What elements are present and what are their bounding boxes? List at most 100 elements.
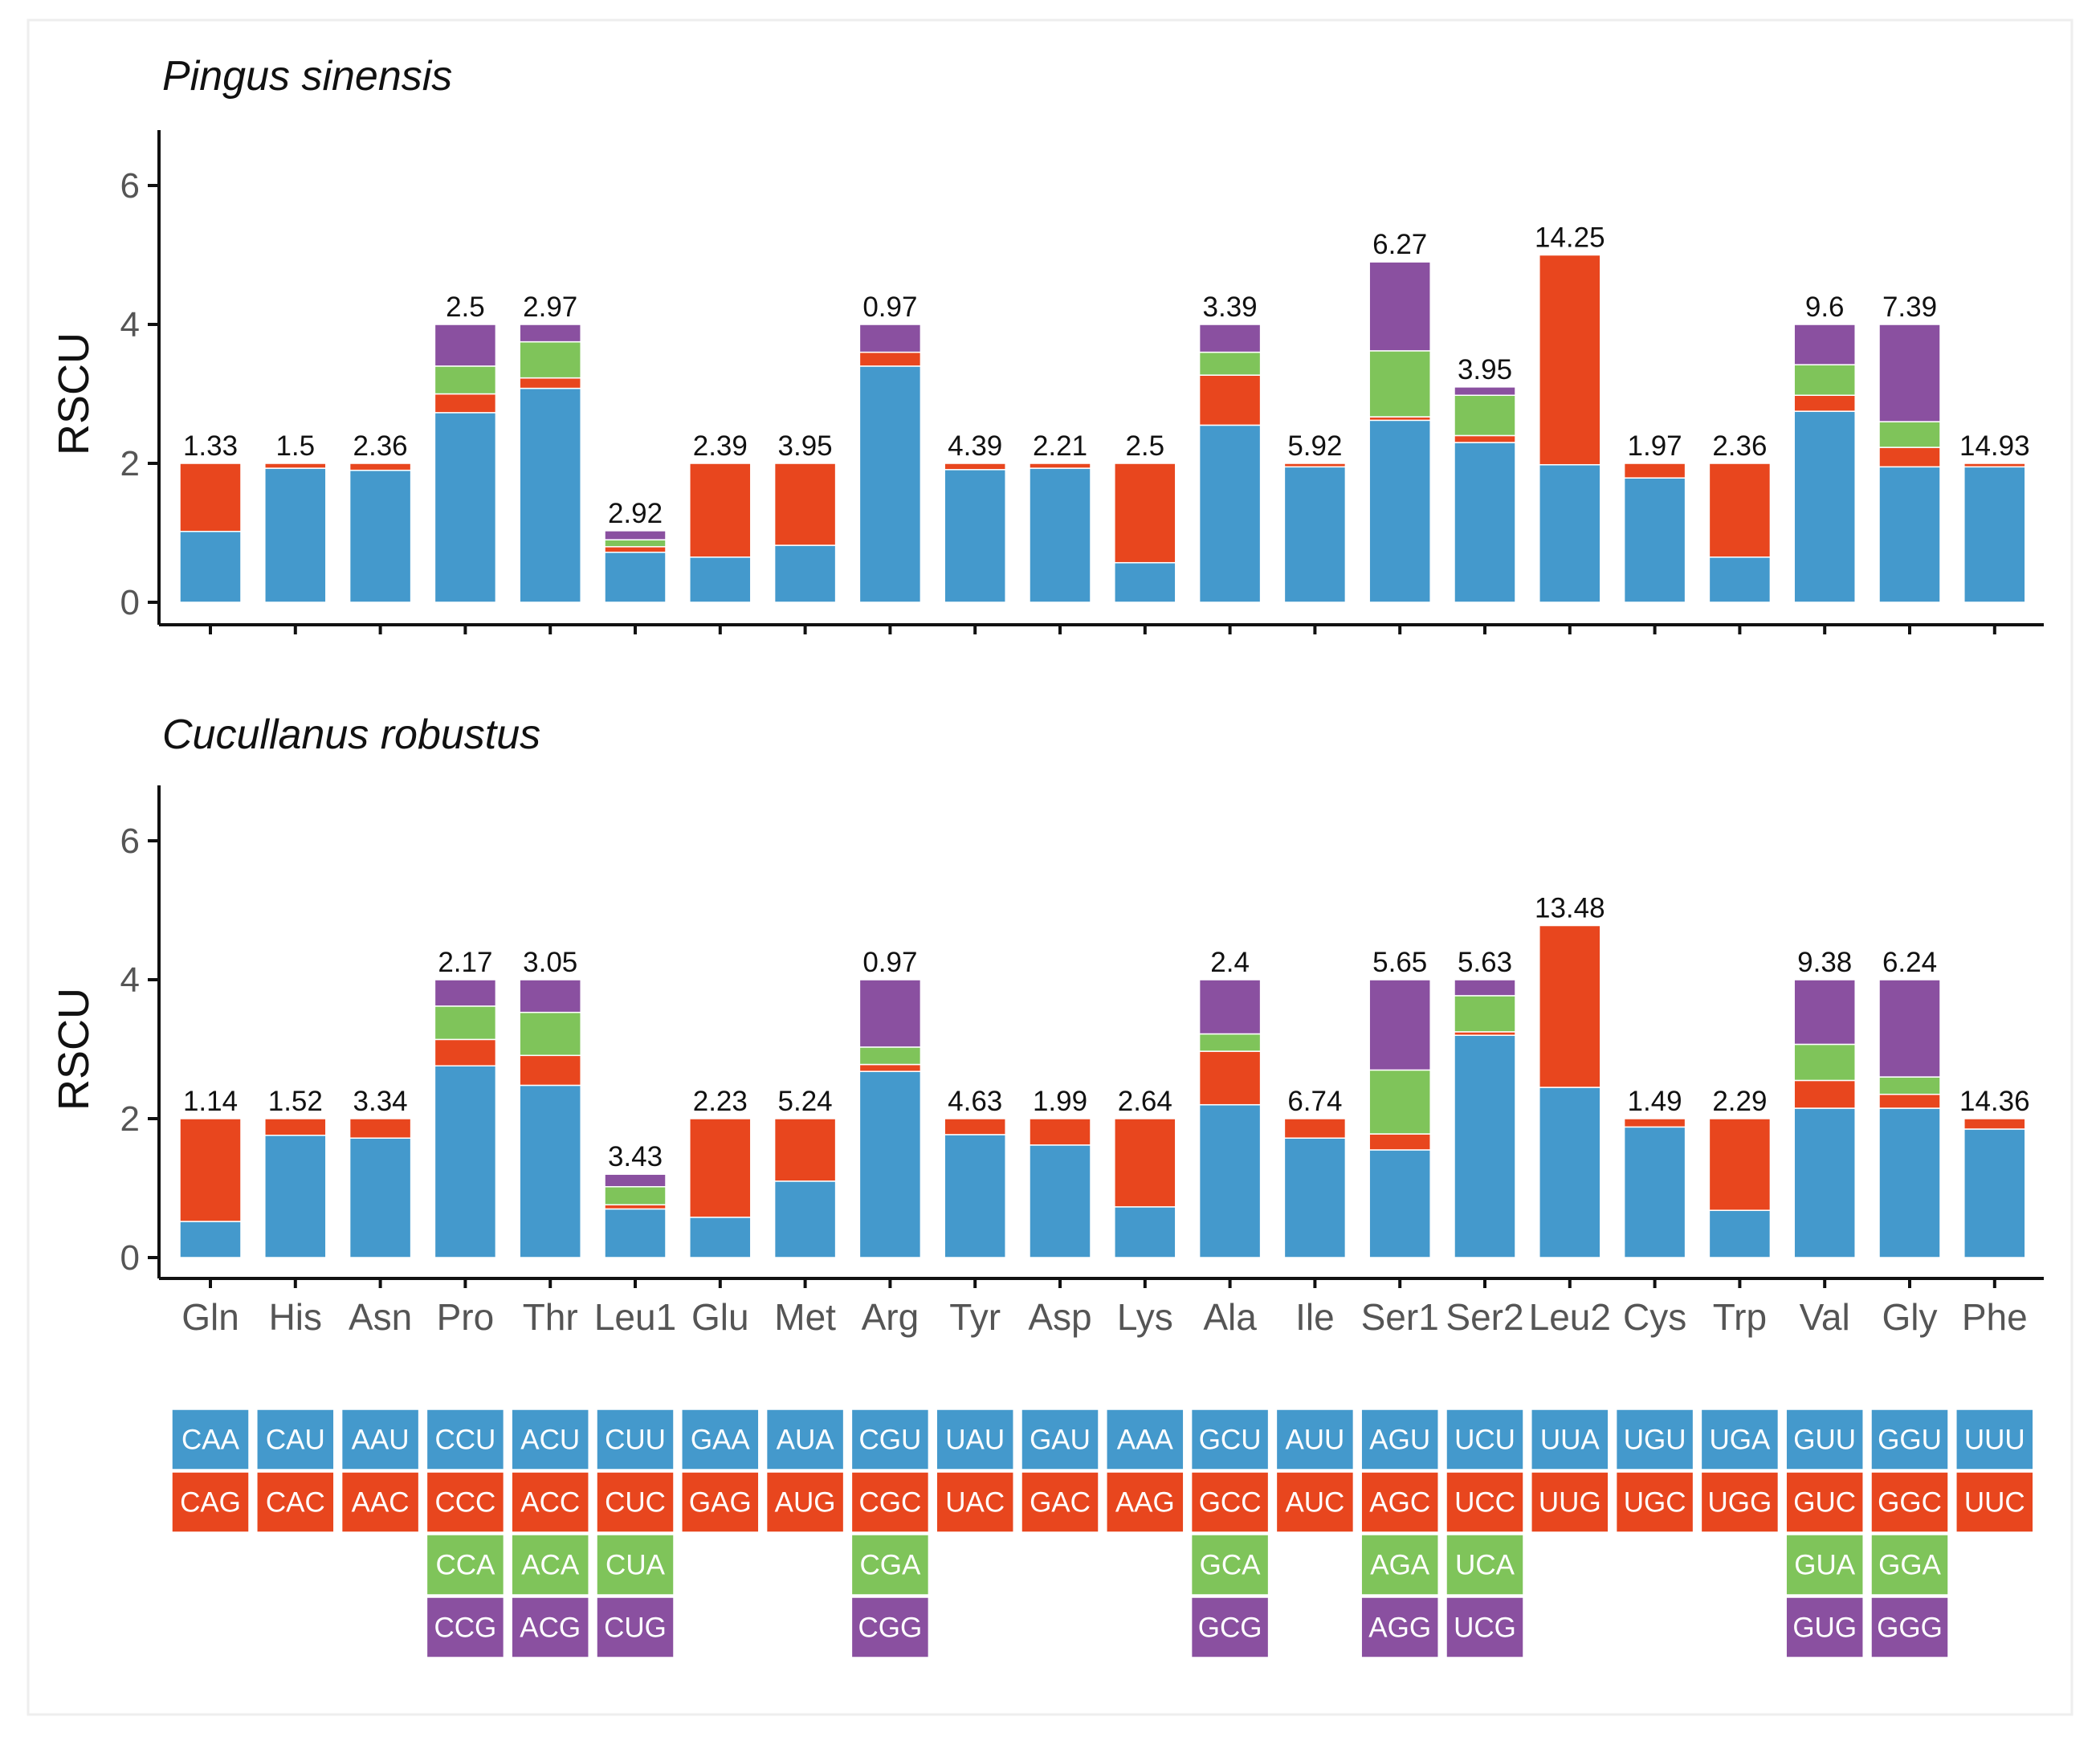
codon-box — [426, 1409, 505, 1470]
bar-segment-AAG — [1114, 463, 1176, 564]
codon-label: CGG — [858, 1613, 923, 1644]
codon-box — [1785, 1471, 1864, 1533]
bar-segment-AAC — [349, 463, 412, 471]
data-label: 6.74 — [1287, 1086, 1342, 1117]
codon-box — [1531, 1409, 1609, 1470]
bar-segment-GCC — [1198, 374, 1262, 426]
codon-label: AGC — [1369, 1487, 1430, 1519]
y-tick-label: 0 — [120, 1238, 140, 1278]
bar-segment-UUC — [1963, 1118, 2026, 1130]
bar-segment-UCG — [1454, 386, 1516, 396]
codon-box — [1870, 1534, 1949, 1596]
bar-segment-GAU — [1029, 467, 1091, 603]
codon-box — [1446, 1596, 1524, 1658]
codon-box — [1190, 1596, 1270, 1658]
codon-label: AAU — [352, 1425, 410, 1456]
bar-segment-GGC — [1878, 1093, 1941, 1109]
data-label: 3.39 — [1203, 292, 1258, 323]
codon-box — [426, 1534, 505, 1596]
bar-segment-GAU — [1029, 1144, 1091, 1258]
data-label: 2.5 — [1125, 430, 1164, 462]
codon-box — [765, 1409, 845, 1470]
y-axis-title: RSCU — [50, 332, 98, 455]
bar-segment-UCG — [1454, 979, 1516, 997]
bar-segment-CUA — [604, 1186, 667, 1206]
bar-segment-GGG — [1878, 324, 1941, 422]
codon-box — [511, 1534, 589, 1596]
codon-label: GAC — [1030, 1487, 1091, 1519]
data-label: 1.99 — [1033, 1086, 1087, 1117]
x-tick-label: Trp — [1713, 1296, 1767, 1338]
codon-box — [1275, 1409, 1355, 1470]
bar-segment-GCU — [1198, 1103, 1262, 1258]
codon-label: CUC — [605, 1487, 666, 1519]
bar-segment-CCG — [434, 324, 497, 367]
bar-segment-ACG — [519, 979, 581, 1013]
bar-segment-CAC — [264, 1118, 327, 1136]
bar-segment-GUC — [1793, 394, 1856, 412]
bar-segment-UUC — [1963, 463, 2026, 468]
data-label: 3.34 — [353, 1086, 408, 1117]
codon-box — [256, 1471, 335, 1533]
bar-segment-CAA — [179, 1221, 242, 1258]
panel-title: Cucullanus robustus — [162, 711, 540, 758]
data-label: 9.6 — [1805, 292, 1845, 323]
data-label: 2.64 — [1118, 1086, 1172, 1117]
bar-segment-AGC — [1368, 1133, 1431, 1151]
codon-box — [596, 1596, 675, 1658]
x-tick-label: Asn — [349, 1296, 412, 1338]
codon-label: CUU — [605, 1425, 666, 1456]
bar-segment-UCU — [1454, 442, 1516, 603]
codon-label: GGG — [1877, 1613, 1943, 1644]
codon-label: CAG — [180, 1487, 241, 1519]
bar-segment-CUC — [604, 1204, 667, 1210]
codon-label: UCC — [1454, 1487, 1515, 1519]
codon-box — [1360, 1534, 1439, 1596]
bar-segment-GGG — [1878, 979, 1941, 1078]
data-label: 9.38 — [1797, 947, 1852, 978]
x-tick-label: Tyr — [949, 1296, 1001, 1338]
data-label: 5.63 — [1458, 947, 1512, 978]
codon-box — [596, 1409, 675, 1470]
codon-box — [1021, 1409, 1099, 1470]
codon-box — [681, 1409, 760, 1470]
codon-label: CCA — [435, 1550, 495, 1581]
codon-label: UUU — [1964, 1425, 2025, 1456]
y-tick-label: 6 — [120, 822, 140, 861]
data-label: 0.97 — [862, 947, 917, 978]
codon-box — [1106, 1409, 1185, 1470]
x-tick-label: Phe — [1962, 1296, 2028, 1338]
data-label: 2.36 — [1712, 430, 1767, 462]
x-tick-label: Val — [1800, 1296, 1850, 1338]
codon-label: CGA — [859, 1550, 921, 1581]
codon-box — [1700, 1471, 1780, 1533]
codon-label: ACU — [520, 1425, 580, 1456]
x-tick-label: Ser1 — [1361, 1296, 1439, 1338]
bar-segment-AGG — [1368, 261, 1431, 352]
bar-segment-ACC — [519, 1054, 581, 1087]
data-label: 1.52 — [268, 1086, 323, 1117]
bar-segment-CGC — [858, 351, 922, 367]
bar-segment-UUA — [1539, 463, 1601, 603]
bar-segment-GUA — [1793, 364, 1856, 396]
x-tick-label: Glu — [691, 1296, 749, 1338]
codon-label: UGG — [1708, 1487, 1772, 1519]
bar-segment-CCC — [434, 393, 497, 414]
codon-box — [1021, 1471, 1099, 1533]
bar-segment-AUU — [1283, 1137, 1347, 1258]
bar-segment-CUG — [604, 530, 667, 540]
y-tick-label: 2 — [120, 1099, 140, 1139]
codon-box — [1190, 1409, 1270, 1470]
data-label: 1.97 — [1628, 430, 1682, 462]
codon-label: UUA — [1540, 1425, 1600, 1456]
bar-segment-GUG — [1793, 979, 1856, 1046]
bar-segment-UUU — [1963, 1128, 2026, 1258]
data-label: 14.36 — [1959, 1086, 2030, 1117]
data-label: 1.14 — [183, 1086, 238, 1117]
bar-segment-GUG — [1793, 324, 1856, 365]
bar-segment-AAC — [349, 1118, 412, 1139]
bar-segment-CAG — [179, 463, 242, 532]
data-label: 3.95 — [1458, 354, 1512, 385]
codon-box — [850, 1596, 930, 1658]
bar-segment-GAG — [689, 1118, 752, 1218]
